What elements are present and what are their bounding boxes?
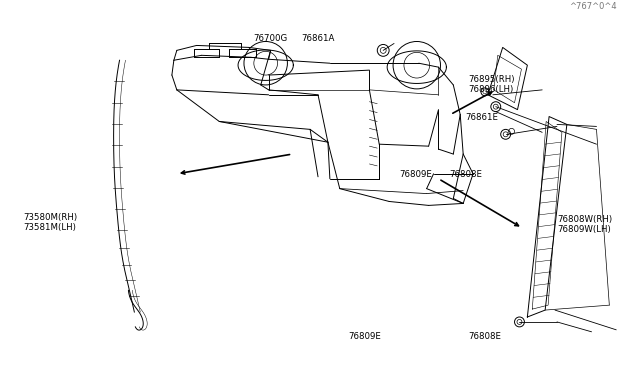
Text: 76861E: 76861E <box>465 113 499 122</box>
Text: 76809E: 76809E <box>399 170 432 179</box>
Text: 76808W(RH)
76809W(LH): 76808W(RH) 76809W(LH) <box>557 215 612 234</box>
Text: 76808E: 76808E <box>468 332 502 341</box>
Text: 73580M(RH)
73581M(LH): 73580M(RH) 73581M(LH) <box>23 213 77 232</box>
Text: 76861A: 76861A <box>301 34 335 44</box>
Text: ^767^0^4: ^767^0^4 <box>570 2 617 11</box>
Text: 76808E: 76808E <box>449 170 483 179</box>
Text: 76809E: 76809E <box>348 332 381 341</box>
Text: 76895(RH)
76896(LH): 76895(RH) 76896(LH) <box>468 75 515 94</box>
Text: 76700G: 76700G <box>253 34 288 44</box>
